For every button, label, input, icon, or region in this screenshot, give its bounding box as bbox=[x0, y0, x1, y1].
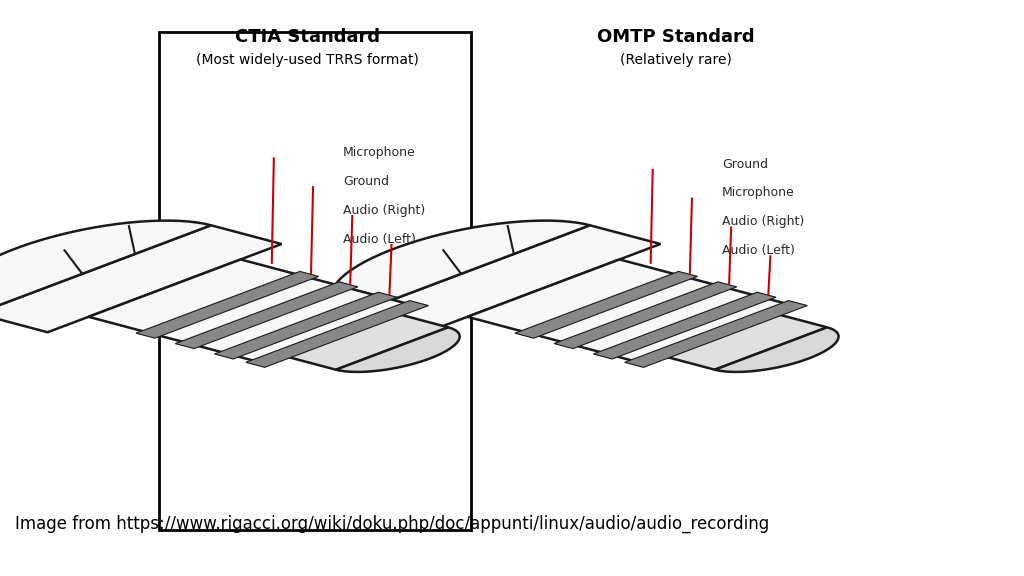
Polygon shape bbox=[332, 221, 590, 313]
Text: Audio (Right): Audio (Right) bbox=[722, 215, 804, 228]
Text: Audio (Right): Audio (Right) bbox=[343, 204, 425, 217]
Text: Microphone: Microphone bbox=[343, 146, 416, 159]
Text: (Most widely-used TRRS format): (Most widely-used TRRS format) bbox=[196, 54, 419, 67]
Text: CTIA Standard: CTIA Standard bbox=[234, 28, 380, 47]
Polygon shape bbox=[214, 292, 397, 359]
Text: Audio (Left): Audio (Left) bbox=[343, 233, 416, 245]
Polygon shape bbox=[88, 259, 414, 363]
Polygon shape bbox=[336, 327, 460, 372]
Polygon shape bbox=[0, 221, 211, 313]
Polygon shape bbox=[515, 271, 697, 338]
Text: Audio (Left): Audio (Left) bbox=[722, 244, 795, 257]
Polygon shape bbox=[625, 301, 807, 367]
Polygon shape bbox=[467, 259, 793, 363]
Text: Ground: Ground bbox=[722, 158, 768, 170]
Polygon shape bbox=[715, 327, 839, 372]
Text: (Relatively rare): (Relatively rare) bbox=[620, 54, 732, 67]
Polygon shape bbox=[0, 225, 282, 332]
Polygon shape bbox=[136, 271, 318, 338]
Text: Microphone: Microphone bbox=[722, 187, 795, 199]
Polygon shape bbox=[281, 313, 449, 370]
Text: OMTP Standard: OMTP Standard bbox=[597, 28, 755, 47]
Polygon shape bbox=[175, 282, 358, 348]
Polygon shape bbox=[659, 313, 827, 370]
Polygon shape bbox=[356, 225, 660, 332]
Polygon shape bbox=[246, 301, 428, 367]
Text: Image from https://www.rigacci.org/wiki/doku.php/doc/appunti/linux/audio/audio_r: Image from https://www.rigacci.org/wiki/… bbox=[15, 515, 770, 533]
Text: Ground: Ground bbox=[343, 175, 389, 188]
Polygon shape bbox=[554, 282, 737, 348]
Polygon shape bbox=[593, 292, 776, 359]
